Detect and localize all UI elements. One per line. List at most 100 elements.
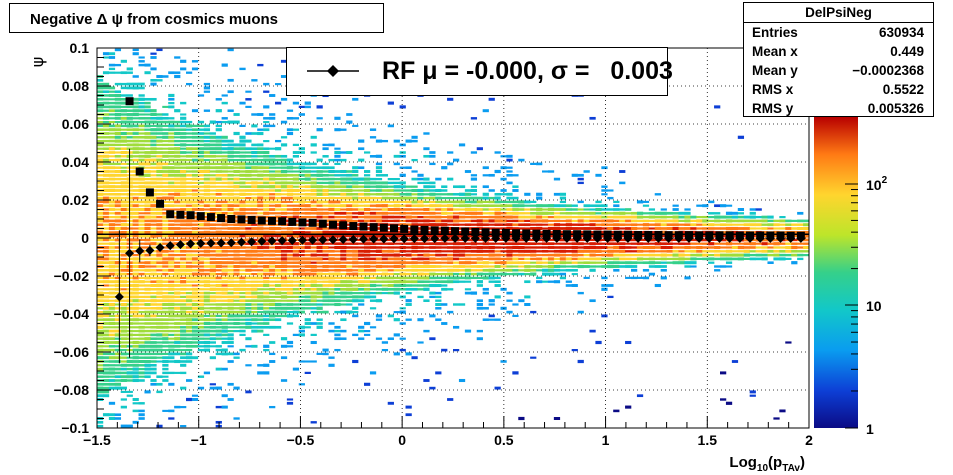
heatmap-cell <box>441 280 448 284</box>
heatmap-cell <box>761 227 768 230</box>
heatmap-cell <box>571 265 578 268</box>
heatmap-cell <box>156 295 163 299</box>
heatmap-cell <box>494 253 501 257</box>
heatmap-cell <box>696 204 703 207</box>
heatmap-cell <box>97 261 104 265</box>
heatmap-cell <box>411 196 418 200</box>
heatmap-cell <box>387 337 394 340</box>
heatmap-cell <box>162 211 169 215</box>
heatmap-cell <box>399 185 406 189</box>
heatmap-cell <box>625 208 632 211</box>
heatmap-cell <box>245 185 252 188</box>
heatmap-cell <box>470 269 478 272</box>
heatmap-cell <box>144 200 151 204</box>
heatmap-cell <box>209 292 216 295</box>
heatmap-cell <box>316 295 323 299</box>
heatmap-cell <box>97 325 104 329</box>
heatmap-cell <box>263 117 270 120</box>
heatmap-cell <box>221 303 228 306</box>
heatmap-cell <box>269 295 276 298</box>
heatmap-cell <box>553 417 561 420</box>
heatmap-cell <box>346 295 353 299</box>
heatmap-cell <box>547 215 555 219</box>
heatmap-cell <box>144 147 151 150</box>
heatmap-cell <box>369 246 377 249</box>
heatmap-cell <box>340 310 347 314</box>
heatmap-cell <box>310 299 317 303</box>
heatmap-cell <box>191 196 199 200</box>
heatmap-cell <box>334 310 341 314</box>
heatmap-cell <box>411 272 418 276</box>
heatmap-cell <box>352 246 359 249</box>
heatmap-cell <box>565 223 572 227</box>
heatmap-cell <box>601 223 608 227</box>
heatmap-cell <box>773 257 780 261</box>
heatmap-cell <box>364 382 371 386</box>
data-point-square <box>400 224 409 233</box>
heatmap-cell <box>97 424 104 428</box>
heatmap-cell <box>239 173 246 177</box>
heatmap-cell <box>239 272 246 276</box>
heatmap-cell <box>500 253 507 257</box>
heatmap-cell <box>524 223 531 227</box>
heatmap-cell <box>547 204 555 208</box>
heatmap-cell <box>506 261 513 265</box>
heatmap-cell <box>174 261 181 264</box>
heatmap-cell <box>275 268 282 272</box>
heatmap-cell <box>97 337 104 340</box>
heatmap-cell <box>102 333 110 337</box>
heatmap-cell <box>168 337 175 340</box>
heatmap-cell <box>156 424 163 428</box>
heatmap-cell <box>316 242 323 246</box>
heatmap-cell <box>642 212 650 215</box>
heatmap-cell <box>542 265 549 268</box>
heatmap-cell <box>405 204 412 207</box>
heatmap-cell <box>429 257 436 261</box>
heatmap-cell <box>150 367 157 371</box>
heatmap-cell <box>322 284 329 287</box>
heatmap-cell <box>245 162 252 166</box>
heatmap-cell <box>132 242 139 245</box>
heatmap-cell <box>203 223 211 227</box>
heatmap-cell <box>174 280 181 283</box>
heatmap-cell <box>364 200 371 204</box>
heatmap-cell <box>97 105 104 109</box>
heatmap-cell <box>269 299 276 303</box>
heatmap-cell <box>524 212 531 215</box>
heatmap-cell <box>328 185 335 189</box>
heatmap-cell <box>447 177 454 181</box>
heatmap-cell <box>601 227 608 230</box>
heatmap-cell <box>245 325 252 329</box>
heatmap-cell <box>138 348 145 352</box>
heatmap-cell <box>346 276 353 280</box>
heatmap-cell <box>251 276 258 280</box>
heatmap-cell <box>162 147 169 150</box>
heatmap-cell <box>275 227 282 230</box>
heatmap-cell <box>150 288 157 291</box>
heatmap-cell <box>280 306 288 310</box>
heatmap-cell <box>263 314 270 318</box>
heatmap-cell <box>310 272 317 276</box>
heatmap-cell <box>399 166 406 169</box>
heatmap-cell <box>601 314 608 318</box>
heatmap-cell <box>186 325 193 329</box>
heatmap-cell <box>518 272 525 276</box>
heatmap-cell <box>577 261 584 264</box>
heatmap-cell <box>559 208 567 211</box>
heatmap-cell <box>138 204 145 207</box>
heatmap-cell <box>791 242 798 245</box>
heatmap-cell <box>168 280 175 283</box>
heatmap-cell <box>203 208 211 211</box>
heatmap-cell <box>530 253 537 257</box>
heatmap-cell <box>518 299 525 303</box>
heatmap-cell <box>197 288 205 291</box>
heatmap-cell <box>150 250 157 253</box>
heatmap-cell <box>215 333 222 337</box>
heatmap-cell <box>399 307 406 310</box>
heatmap-cell <box>328 303 335 306</box>
heatmap-cell <box>500 193 507 196</box>
heatmap-cell <box>773 417 780 420</box>
heatmap-cell <box>767 249 774 253</box>
heatmap-cell <box>275 189 282 192</box>
heatmap-cell <box>180 246 187 249</box>
